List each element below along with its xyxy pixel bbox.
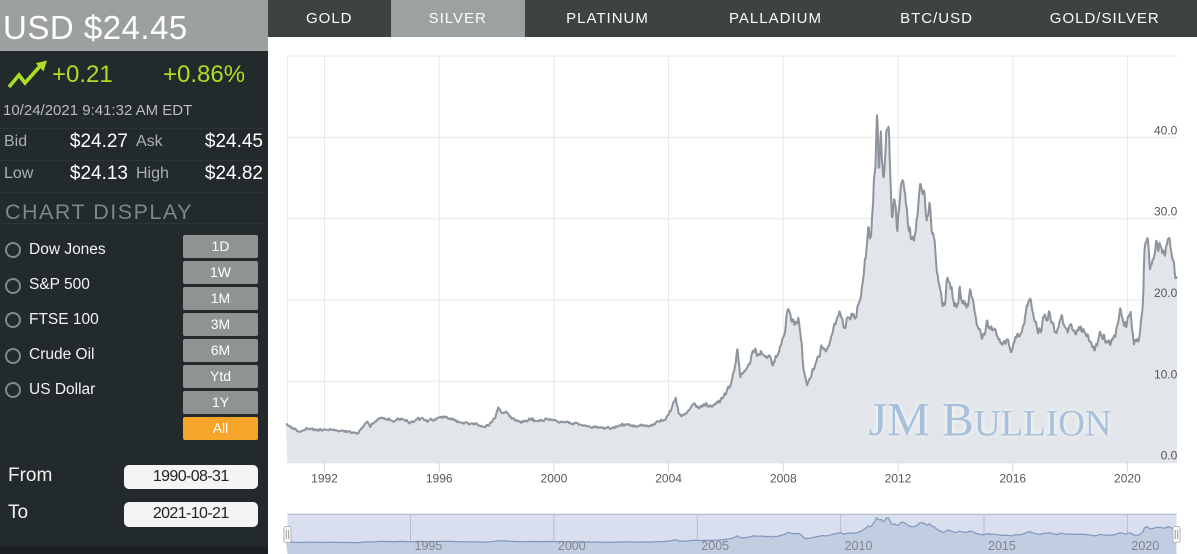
svg-text:40.0: 40.0 [1154, 123, 1178, 137]
svg-text:2004: 2004 [655, 472, 682, 486]
svg-text:2020: 2020 [1131, 539, 1159, 553]
svg-text:2005: 2005 [701, 539, 729, 553]
svg-text:JM BULLION: JM BULLION [868, 394, 1111, 447]
svg-text:2010: 2010 [845, 539, 873, 553]
svg-text:10.0: 10.0 [1154, 367, 1178, 381]
svg-text:1992: 1992 [311, 472, 338, 486]
svg-text:0.0: 0.0 [1161, 449, 1178, 463]
svg-text:2012: 2012 [885, 472, 912, 486]
svg-text:2008: 2008 [770, 472, 797, 486]
svg-text:1996: 1996 [426, 472, 453, 486]
svg-text:20.0: 20.0 [1154, 286, 1178, 300]
svg-text:1995: 1995 [415, 539, 443, 553]
svg-text:2015: 2015 [988, 539, 1016, 553]
svg-text:2016: 2016 [999, 472, 1026, 486]
svg-text:30.0: 30.0 [1154, 205, 1178, 219]
svg-text:2000: 2000 [558, 539, 586, 553]
svg-text:2020: 2020 [1114, 472, 1141, 486]
svg-text:2000: 2000 [541, 472, 568, 486]
